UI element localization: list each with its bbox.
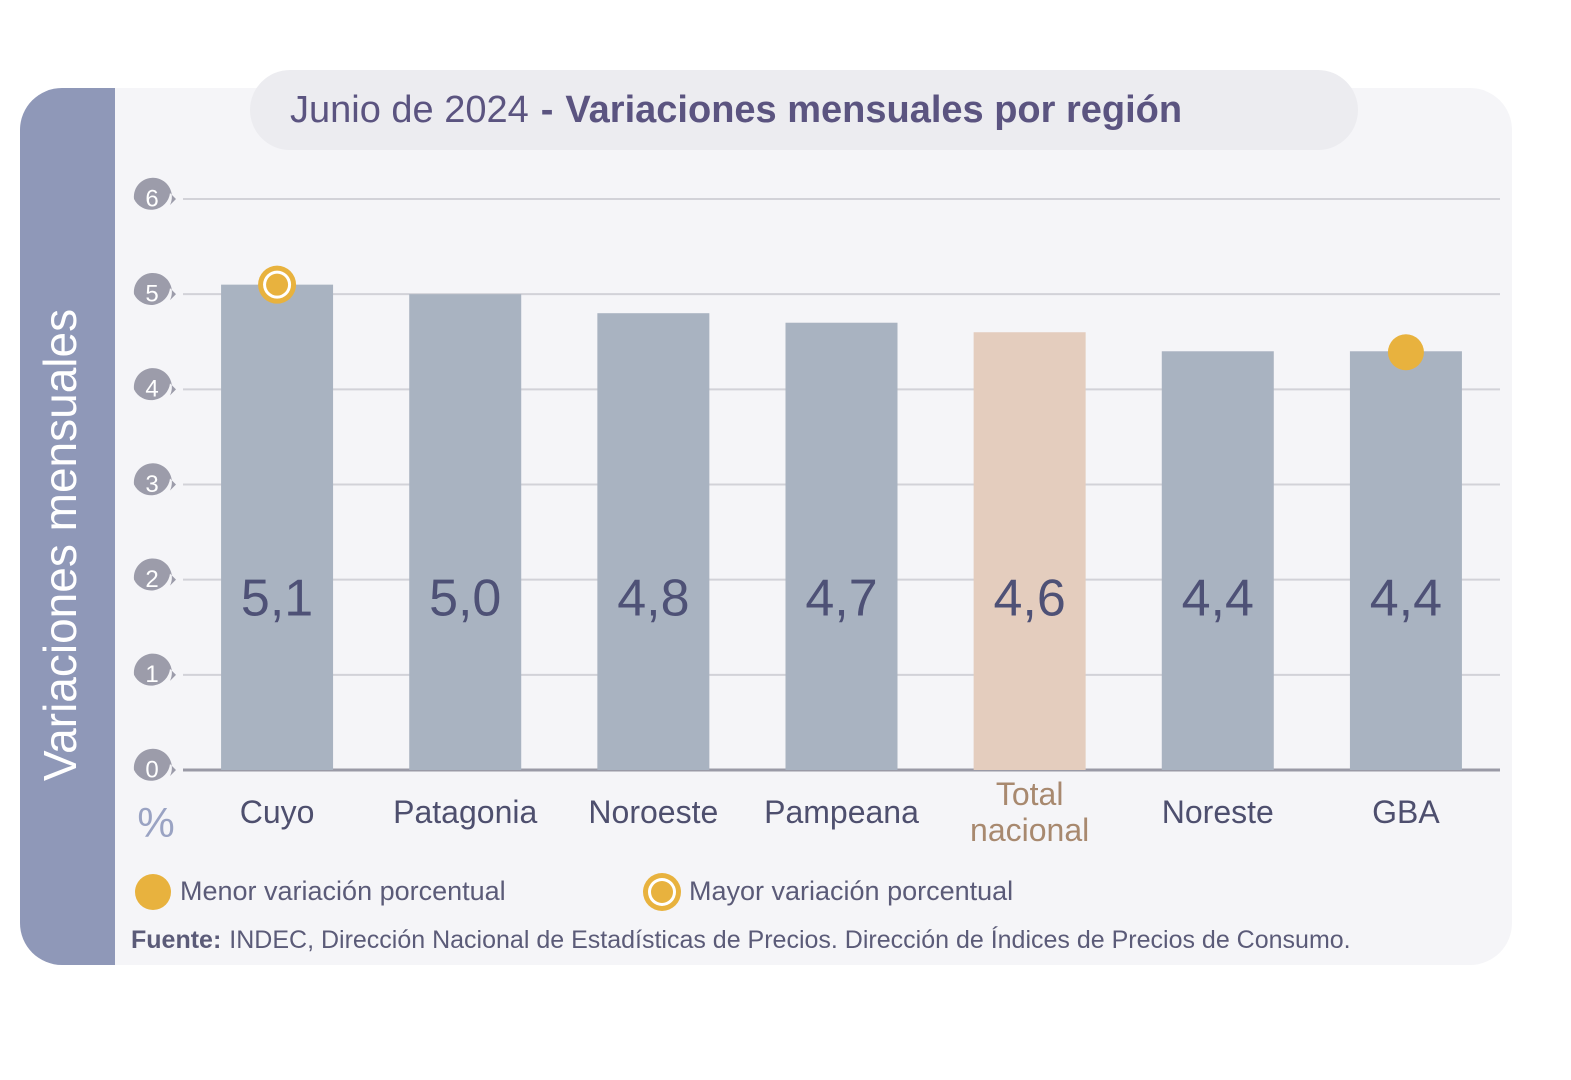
y-tick-label: 0: [145, 756, 158, 783]
title-separator: -: [541, 89, 554, 131]
bar: [1161, 351, 1274, 770]
legend-label: Menor variación porcentual: [180, 876, 506, 906]
y-tick-label: 2: [145, 566, 158, 593]
marker-dot: [266, 273, 289, 296]
y-tick-label: 5: [145, 281, 158, 308]
x-tick-label: Noroeste: [588, 794, 719, 830]
marker-dot: [1387, 334, 1424, 371]
x-tick-label: Patagonia: [393, 794, 538, 830]
value-label: 4,8: [617, 570, 689, 628]
y-tick-label: 6: [145, 185, 158, 212]
legend-label: Mayor variación porcentual: [689, 876, 1013, 906]
title-main: Variaciones mensuales por región: [565, 89, 1182, 131]
source-label: Fuente:: [131, 926, 221, 954]
bar: [785, 322, 898, 770]
x-tick-label: Noreste: [1161, 794, 1274, 830]
value-label: 4,4: [1182, 570, 1254, 628]
y-tick-label: 1: [145, 661, 158, 688]
title-pill: [250, 70, 1358, 150]
chart-title: Junio de 2024- Variaciones mensuales por …: [290, 89, 1182, 131]
marker-dot: [135, 874, 171, 910]
y-tick-badge: [133, 463, 176, 496]
y-tick-label: 4: [145, 376, 158, 403]
y-tick-badge: [133, 748, 176, 781]
marker-dot: [651, 881, 673, 903]
x-tick-label: Pampeana: [764, 794, 919, 830]
value-label: 4,7: [805, 570, 877, 628]
source-text: INDEC, Dirección Nacional de Estadística…: [229, 925, 1350, 954]
value-label: 4,6: [993, 570, 1065, 628]
y-tick-badge: [133, 653, 176, 686]
value-label: 4,4: [1370, 570, 1442, 628]
card: [20, 88, 1512, 965]
value-label: 5,1: [241, 570, 313, 628]
y-tick-badge: [133, 272, 176, 305]
x-tick-label: Cuyo: [239, 794, 315, 830]
bar: [597, 313, 710, 770]
bar: [973, 332, 1086, 770]
y-tick-badge: [133, 558, 176, 591]
bar: [221, 284, 334, 770]
y-tick-badge: [133, 177, 176, 210]
y-axis-label: Variaciones mensuales: [34, 309, 86, 781]
y-unit: %: [137, 799, 174, 846]
x-tick-label: Total nacional: [970, 776, 1090, 848]
y-tick-badge: [133, 368, 176, 401]
side-strip: [20, 88, 115, 965]
value-label: 5,0: [429, 570, 501, 628]
bar: [409, 294, 522, 770]
bar: [1349, 351, 1462, 770]
x-tick-label: GBA: [1372, 794, 1440, 830]
y-tick-label: 3: [145, 471, 158, 498]
source: Fuente: INDEC, Dirección Nacional de Esta…: [131, 925, 1351, 954]
title-date: Junio de 2024: [290, 89, 529, 131]
